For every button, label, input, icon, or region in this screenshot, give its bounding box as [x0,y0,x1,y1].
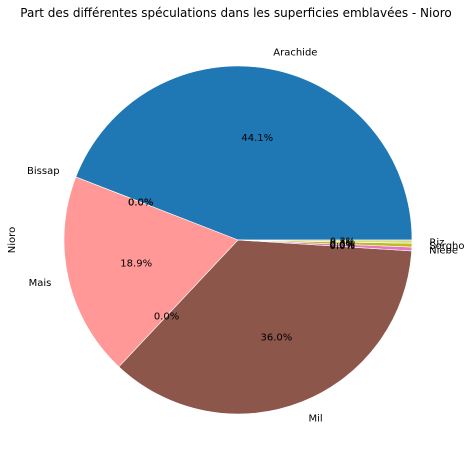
pie-pct-label-unnamed-2: 0.0% [128,198,153,209]
pie-pct-label-mais: 18.9% [120,259,152,270]
pie-percent-labels: 44.1%0.0%0.0%18.9%0.0%36.0%0.0%0.0%0.0%0… [120,133,355,344]
pie-slice-riz [237,239,413,244]
pie-pct-label-sorgho: 0.3% [330,239,355,250]
pie-pct-label-unnamed-4: 0.0% [154,312,179,323]
pie-pct-label-bissap: 0.0% [128,198,153,209]
pie-pct-label-mil: 36.0% [261,333,293,344]
pie-pct-label-arachide: 44.1% [241,133,273,144]
pie-category-label-sorgho: Sorgho [429,241,464,252]
pie-category-label-arachide: Arachide [273,47,317,58]
pie-slice-mais [63,176,239,368]
pie-category-label-riz: Riz [429,237,444,248]
pie-pct-label-riz: 0.3% [330,236,355,247]
pie-category-label-mais: Mais [29,278,52,289]
pie-category-label-bissap: Bissap [27,166,60,177]
pie-slice-mil [118,239,412,415]
pie-slice-arachide [75,65,413,241]
pie-category-label-mil: Mil [308,413,322,424]
pie-pct-label-unnamed-7: 0.0% [330,240,355,251]
chart-title: Part des différentes spéculations dans l… [20,6,451,20]
pie-pct-label-niebe: 0.0% [330,241,355,252]
y-axis-label: Nioro [7,227,18,253]
pie-slices [63,65,413,415]
pie-pct-label-unnamed-8: 0.0% [330,240,355,251]
pie-category-label-niebe: Niebe [429,245,458,256]
